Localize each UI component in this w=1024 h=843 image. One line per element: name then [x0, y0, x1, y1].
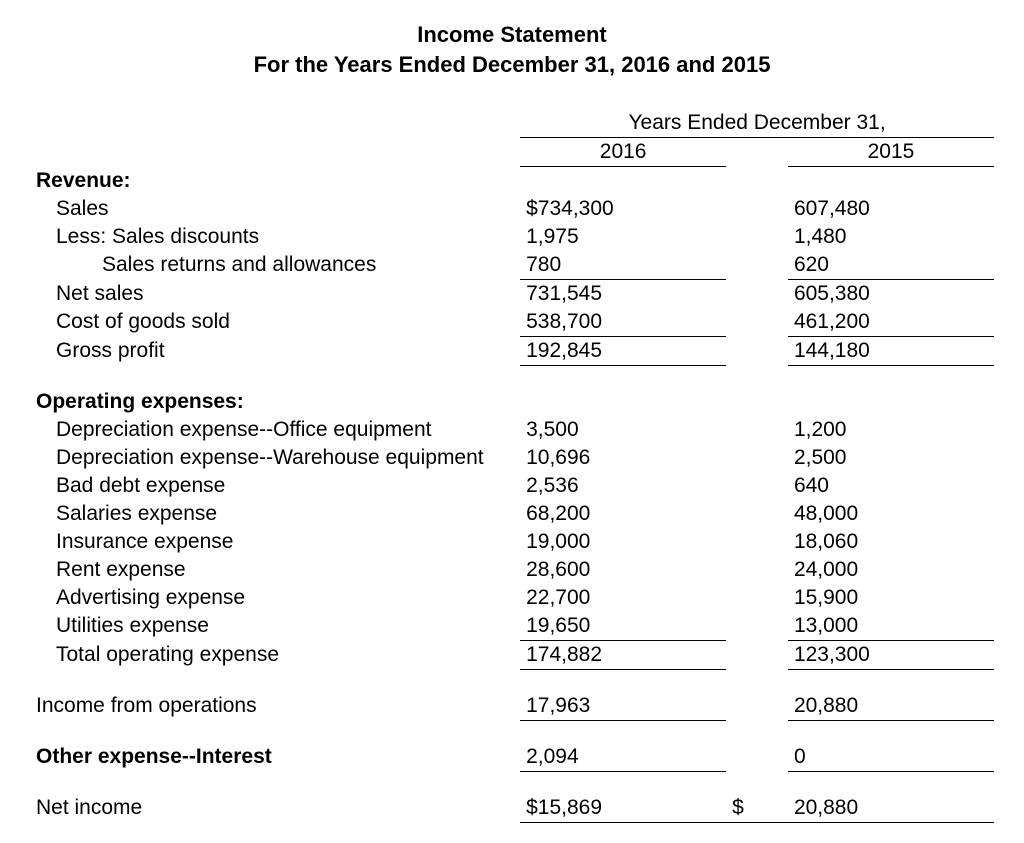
row-net-sales: Net sales 731,545 605,380 — [30, 279, 994, 308]
label-returns: Sales returns and allowances — [30, 251, 520, 280]
label-advertising: Advertising expense — [30, 584, 520, 612]
section-revenue-label: Revenue: — [30, 167, 520, 195]
val-utilities-2016: 19,650 — [520, 612, 726, 641]
val-bad-debt-2016: 2,536 — [520, 472, 726, 500]
label-rent: Rent expense — [30, 556, 520, 584]
row-rent: Rent expense 28,600 24,000 — [30, 556, 994, 584]
label-bad-debt: Bad debt expense — [30, 472, 520, 500]
label-sales: Sales — [30, 195, 520, 223]
section-opex-label: Operating expenses: — [30, 388, 520, 416]
label-discounts: Less: Sales discounts — [30, 223, 520, 251]
val-dep-warehouse-2015: 2,500 — [788, 444, 994, 472]
header-year-2015: 2015 — [788, 138, 994, 167]
row-other-interest: Other expense--Interest 2,094 0 — [30, 743, 994, 772]
val-sales-2015: 607,480 — [788, 195, 994, 223]
label-dep-office: Depreciation expense--Office equipment — [30, 416, 520, 444]
val-net-sales-2016: 731,545 — [520, 279, 726, 308]
title-line-1: Income Statement — [30, 20, 994, 50]
header-year-row: 2016 2015 — [30, 138, 994, 167]
val-total-opex-2016: 174,882 — [520, 640, 726, 669]
title-block: Income Statement For the Years Ended Dec… — [30, 20, 994, 79]
label-income-ops: Income from operations — [30, 692, 520, 721]
income-statement-table: Years Ended December 31, 2016 2015 Reven… — [30, 109, 994, 823]
label-insurance: Insurance expense — [30, 528, 520, 556]
row-salaries: Salaries expense 68,200 48,000 — [30, 500, 994, 528]
val-bad-debt-2015: 640 — [788, 472, 994, 500]
label-other-interest: Other expense--Interest — [30, 743, 520, 772]
row-dep-warehouse: Depreciation expense--Warehouse equipmen… — [30, 444, 994, 472]
val-sales-2016: $734,300 — [520, 195, 726, 223]
row-insurance: Insurance expense 19,000 18,060 — [30, 528, 994, 556]
sym-net-income: $ — [726, 794, 788, 823]
val-insurance-2016: 19,000 — [520, 528, 726, 556]
val-discounts-2015: 1,480 — [788, 223, 994, 251]
val-net-income-2016: $15,869 — [520, 794, 726, 823]
val-dep-office-2016: 3,500 — [520, 416, 726, 444]
label-net-income: Net income — [30, 794, 520, 823]
income-statement-page: Income Statement For the Years Ended Dec… — [0, 0, 1024, 843]
val-advertising-2015: 15,900 — [788, 584, 994, 612]
val-insurance-2015: 18,060 — [788, 528, 994, 556]
section-opex: Operating expenses: — [30, 388, 994, 416]
row-income-ops: Income from operations 17,963 20,880 — [30, 692, 994, 721]
row-gross-profit: Gross profit 192,845 144,180 — [30, 336, 994, 365]
label-utilities: Utilities expense — [30, 612, 520, 641]
label-gross-profit: Gross profit — [30, 336, 520, 365]
row-dep-office: Depreciation expense--Office equipment 3… — [30, 416, 994, 444]
val-net-income-2015: 20,880 — [788, 794, 994, 823]
val-gross-profit-2015: 144,180 — [788, 336, 994, 365]
row-total-opex: Total operating expense 174,882 123,300 — [30, 640, 994, 669]
val-income-ops-2015: 20,880 — [788, 692, 994, 721]
val-net-sales-2015: 605,380 — [788, 279, 994, 308]
val-utilities-2015: 13,000 — [788, 612, 994, 641]
row-returns: Sales returns and allowances 780 620 — [30, 251, 994, 280]
val-cogs-2016: 538,700 — [520, 308, 726, 337]
val-total-opex-2015: 123,300 — [788, 640, 994, 669]
val-other-interest-2016: 2,094 — [520, 743, 726, 772]
val-returns-2016: 780 — [520, 251, 726, 280]
val-salaries-2015: 48,000 — [788, 500, 994, 528]
val-discounts-2016: 1,975 — [520, 223, 726, 251]
val-gross-profit-2016: 192,845 — [520, 336, 726, 365]
section-revenue: Revenue: — [30, 167, 994, 195]
val-dep-warehouse-2016: 10,696 — [520, 444, 726, 472]
val-other-interest-2015: 0 — [788, 743, 994, 772]
row-sales: Sales $734,300 607,480 — [30, 195, 994, 223]
label-dep-warehouse: Depreciation expense--Warehouse equipmen… — [30, 444, 520, 472]
val-returns-2015: 620 — [788, 251, 994, 280]
row-net-income: Net income $15,869 $ 20,880 — [30, 794, 994, 823]
val-dep-office-2015: 1,200 — [788, 416, 994, 444]
label-salaries: Salaries expense — [30, 500, 520, 528]
val-rent-2015: 24,000 — [788, 556, 994, 584]
row-advertising: Advertising expense 22,700 15,900 — [30, 584, 994, 612]
val-cogs-2015: 461,200 — [788, 308, 994, 337]
row-cogs: Cost of goods sold 538,700 461,200 — [30, 308, 994, 337]
header-super-row: Years Ended December 31, — [30, 109, 994, 138]
label-net-sales: Net sales — [30, 279, 520, 308]
header-years-ended: Years Ended December 31, — [520, 109, 994, 138]
label-total-opex: Total operating expense — [30, 640, 520, 669]
row-utilities: Utilities expense 19,650 13,000 — [30, 612, 994, 641]
val-rent-2016: 28,600 — [520, 556, 726, 584]
val-advertising-2016: 22,700 — [520, 584, 726, 612]
row-bad-debt: Bad debt expense 2,536 640 — [30, 472, 994, 500]
val-income-ops-2016: 17,963 — [520, 692, 726, 721]
header-year-2016: 2016 — [520, 138, 726, 167]
title-line-2: For the Years Ended December 31, 2016 an… — [30, 50, 994, 80]
val-salaries-2016: 68,200 — [520, 500, 726, 528]
row-discounts: Less: Sales discounts 1,975 1,480 — [30, 223, 994, 251]
label-cogs: Cost of goods sold — [30, 308, 520, 337]
